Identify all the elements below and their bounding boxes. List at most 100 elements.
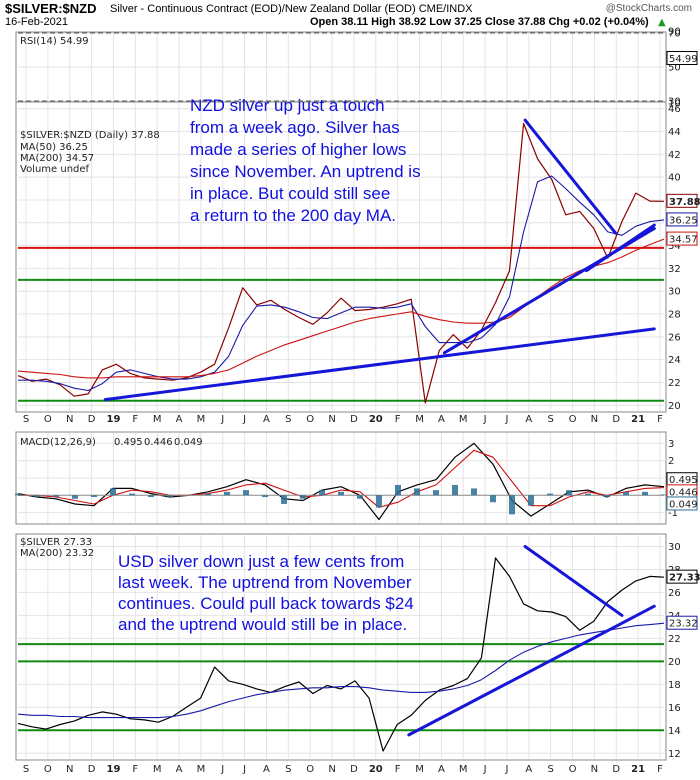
x-tick-label: N	[328, 764, 335, 775]
y-tick-label: 46	[668, 104, 681, 115]
chart-name: Silver - Continuous Contract (EOD)/New Z…	[110, 3, 473, 15]
x-tick-label: S	[548, 414, 554, 425]
x-tick-label: F	[132, 414, 138, 425]
y-tick-label: 70	[668, 29, 681, 40]
macd-histogram-bar	[300, 495, 306, 499]
macd-value-label: 0.495	[669, 475, 698, 486]
macd-histogram-bar	[148, 495, 154, 498]
price-tag-label: 23.32	[669, 619, 698, 630]
macd-histogram-bar	[262, 495, 268, 498]
y-tick-label: -1	[668, 508, 678, 519]
price-tag-label: 27.33	[669, 573, 700, 584]
y-tick-label: 90	[668, 27, 681, 38]
macd-histogram-bar	[414, 488, 420, 496]
x-tick-label: 20	[369, 414, 383, 425]
macd-histogram-bar	[167, 495, 173, 498]
macd-value-tag	[666, 496, 698, 511]
y-tick-label: 20	[668, 401, 681, 412]
x-tick-label: 19	[106, 764, 120, 775]
x-tick-label: S	[23, 764, 29, 775]
nzd-legend-ma200: MA(200) 34.57	[20, 153, 94, 164]
x-tick-label: O	[44, 764, 52, 775]
macd-histogram-bar	[338, 491, 344, 496]
macd-histogram-bar	[547, 493, 553, 496]
macd-legend-value: 0.495	[114, 437, 143, 448]
usd-price-panel	[15, 533, 667, 761]
x-tick-label: N	[591, 414, 598, 425]
x-tick-label: O	[44, 414, 52, 425]
x-tick-label: D	[612, 764, 620, 775]
y-tick-label: 12	[668, 749, 681, 760]
x-tick-label: M	[415, 764, 424, 775]
price-tag-label: 37.88	[669, 197, 700, 208]
x-tick-label: A	[438, 764, 445, 775]
annotation-line: made a series of higher lows	[190, 140, 406, 159]
macd-legend-title: MACD(12,26,9)	[20, 437, 96, 448]
y-tick-label: 10	[668, 99, 681, 110]
x-tick-label: 21	[631, 414, 645, 425]
x-tick-label: J	[242, 414, 246, 425]
annotation-line: last week. The uptrend from November	[118, 573, 412, 592]
x-tick-label: 21	[631, 764, 645, 775]
macd-histogram-bar	[604, 495, 610, 498]
macd-histogram-bar	[110, 488, 116, 496]
macd-histogram-bar	[452, 484, 458, 496]
x-tick-label: F	[132, 764, 138, 775]
series-line-signal	[18, 449, 665, 508]
price-tag	[666, 193, 698, 208]
macd-value-label: 0.446	[669, 487, 698, 498]
y-tick-label: 42	[668, 150, 681, 161]
price-tag	[666, 615, 698, 630]
chart-date: 16-Feb-2021	[5, 16, 68, 28]
usd-annotation: USD silver down just a few cents from las…	[118, 552, 414, 634]
price-tag-label: 34.57	[669, 235, 698, 246]
x-tick-label: F	[657, 764, 663, 775]
x-tick-label: O	[569, 414, 577, 425]
x-tick-label: N	[66, 414, 73, 425]
nzd-price-panel	[15, 101, 667, 413]
x-tick-label: D	[350, 764, 358, 775]
macd-histogram-bar	[224, 491, 230, 496]
macd-value-label: 0.049	[669, 499, 698, 510]
x-tick-label: J	[220, 764, 224, 775]
y-tick-label: 34	[668, 241, 681, 252]
series-line-ma-200-	[17, 622, 665, 719]
y-tick-label: 20	[668, 657, 681, 668]
x-tick-label: J	[220, 414, 224, 425]
y-tick-label: 2	[668, 456, 674, 467]
x-tick-label: M	[415, 414, 424, 425]
y-tick-label: 44	[668, 127, 681, 138]
macd-histogram-bar	[509, 495, 515, 515]
trendline	[584, 223, 656, 273]
x-tick-label: M	[153, 764, 162, 775]
macd-histogram-bar	[566, 490, 572, 496]
rsi-value-tag	[666, 51, 698, 66]
macd-histogram-bar	[642, 491, 648, 496]
macd-histogram-bar	[661, 494, 667, 496]
x-tick-label: S	[285, 764, 291, 775]
macd-histogram-bar	[376, 495, 382, 508]
macd-legend-signal: 0.446	[144, 437, 173, 448]
macd-histogram-bar	[129, 493, 135, 496]
macd-legend-histogram: 0.049	[174, 437, 203, 448]
macd-histogram-bar	[528, 495, 534, 506]
x-tick-label: F	[395, 764, 401, 775]
series-line-macd	[17, 442, 665, 521]
text-layer: S S O O N N D D 19 19 F F M M A A M M J J J J A A S S O O N N D D 20 20 F F…	[23, 27, 700, 776]
annotation-line: and the uptrend would still be in place.	[118, 615, 407, 634]
x-tick-label: J	[504, 764, 508, 775]
macd-histogram-bar	[53, 495, 59, 498]
x-tick-label: M	[459, 764, 468, 775]
y-tick-label: 28	[668, 310, 681, 321]
x-tick-label: F	[657, 414, 663, 425]
trendline	[523, 118, 618, 235]
x-tick-label: J	[483, 414, 487, 425]
x-tick-label: O	[569, 764, 577, 775]
watermark: @StockCharts.com	[606, 3, 692, 14]
annotation-line: since November. An uptrend is	[190, 162, 421, 181]
series-line-ma-50-	[18, 175, 665, 392]
annotation-line: from a week ago. Silver has	[190, 118, 400, 137]
x-tick-label: D	[612, 414, 620, 425]
nzd-legend-price: $SILVER:$NZD (Daily) 37.88	[20, 130, 160, 141]
